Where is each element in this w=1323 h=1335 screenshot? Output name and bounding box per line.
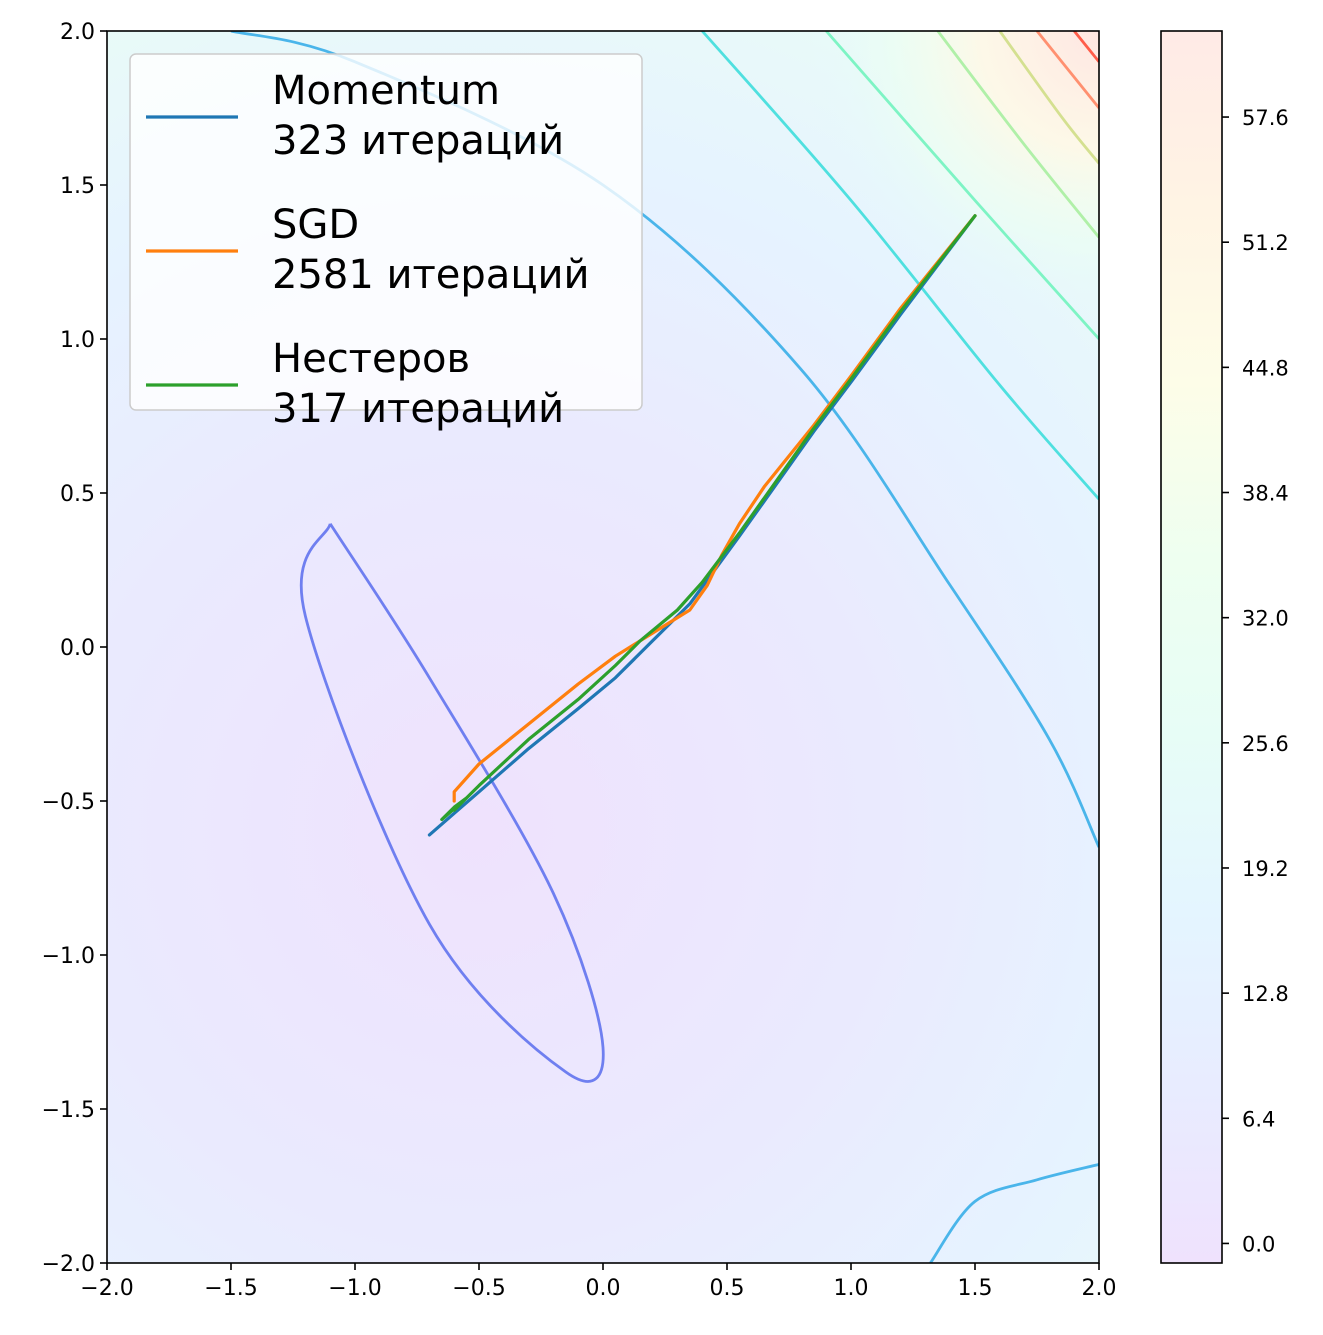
colorbar-tick-label: 57.6 (1242, 106, 1289, 130)
colorbar-tick-label: 25.6 (1242, 732, 1289, 756)
colorbar-tick-label: 44.8 (1242, 356, 1289, 380)
colorbar-tick-label: 0.0 (1242, 1232, 1275, 1256)
y-tick-label: −2.0 (42, 1252, 95, 1277)
contour-lines (230, 31, 1099, 1263)
y-tick-label: −1.0 (42, 944, 95, 969)
colorbar-tick-label: 38.4 (1242, 482, 1289, 506)
x-tick-label: 2.0 (1082, 1276, 1117, 1301)
y-axis: 2.0 1.5 1.0 0.5 0.0 −0.5 −1.0 −1.5 −2.0 (42, 20, 107, 1277)
x-tick-label: −1.5 (204, 1276, 257, 1301)
colorbar-tick-label: 51.2 (1242, 231, 1289, 255)
legend-box (129, 53, 643, 411)
colorbar-tick-label: 6.4 (1242, 1107, 1275, 1131)
y-tick-label: 0.0 (60, 636, 95, 661)
y-tick-label: 0.5 (60, 482, 95, 507)
x-tick-label: −2.0 (80, 1276, 133, 1301)
x-axis: −2.0 −1.5 −1.0 −0.5 0.0 0.5 1.0 1.5 2.0 (80, 1263, 1117, 1301)
x-tick-label: 0.0 (586, 1276, 621, 1301)
contour-line-4 (825, 31, 1099, 340)
contour-line-5 (936, 31, 1099, 239)
trajectory-series-1 (452, 214, 977, 803)
colorbar-tick-label: 32.0 (1242, 607, 1289, 631)
y-tick-label: −1.5 (42, 1098, 95, 1123)
x-tick-label: 1.5 (958, 1276, 993, 1301)
colorbar-tick-label: 19.2 (1242, 857, 1289, 881)
legend-iterations: 317 итераций (272, 386, 564, 432)
colorbar: 0.0 6.4 12.8 19.2 25.6 32.0 38.4 44.8 51.2 57.6 (1160, 30, 1289, 1264)
colorbar-frame (1160, 30, 1223, 1264)
y-tick-label: 2.0 (60, 20, 95, 45)
trajectory-series-0 (427, 214, 977, 837)
legend-label: SGD (272, 202, 359, 248)
legend-label: Нестеров (272, 336, 470, 382)
y-tick-label: −0.5 (42, 790, 95, 815)
x-tick-label: −0.5 (452, 1276, 505, 1301)
x-tick-label: 0.5 (710, 1276, 745, 1301)
contour-line-8 (1073, 31, 1099, 63)
legend-iterations: 323 итераций (272, 118, 564, 164)
legend-iterations: 2581 итераций (272, 252, 590, 298)
trajectories (427, 214, 977, 837)
x-tick-label: 1.0 (834, 1276, 869, 1301)
trajectory-series-2 (440, 214, 977, 822)
legend-label: Momentum (272, 68, 500, 114)
x-tick-label: −1.0 (328, 1276, 381, 1301)
contour-line-2 (929, 1163, 1099, 1263)
y-tick-label: 1.5 (60, 174, 95, 199)
contour-line-7 (1035, 31, 1099, 109)
contour-line-0 (299, 523, 605, 1083)
contour-line-3 (701, 31, 1099, 501)
colorbar-gradient (1161, 31, 1222, 1263)
contour-line-6 (998, 31, 1099, 165)
y-tick-label: 1.0 (60, 328, 95, 353)
colorbar-tick-label: 12.8 (1242, 982, 1289, 1006)
